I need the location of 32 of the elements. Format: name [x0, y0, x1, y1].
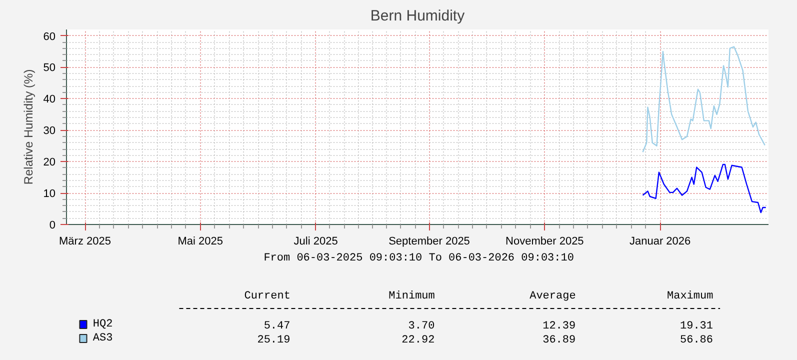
chart-title: Bern Humidity — [370, 8, 466, 24]
text: 12.39 — [542, 320, 576, 332]
x-tick-label: Januar 2026 — [629, 236, 691, 248]
x-tick-label: März 2025 — [59, 236, 112, 248]
text: Current — [244, 290, 290, 302]
text: 56.86 — [680, 334, 714, 346]
text: 5.47 — [264, 320, 290, 332]
text: 25.19 — [257, 334, 290, 346]
x-tick-label: Mai 2025 — [178, 236, 224, 248]
x-tick-label: Juli 2025 — [294, 236, 338, 248]
y-tick-label: 40 — [43, 94, 56, 106]
y-tick-label: 0 — [49, 220, 56, 232]
legend-label: HQ2 — [92, 318, 113, 330]
x-tick-label: November 2025 — [506, 236, 584, 248]
line-series — [642, 46, 766, 153]
text: Maximum — [667, 290, 714, 302]
y-tick-label: 30 — [43, 125, 56, 138]
line-series — [642, 164, 766, 214]
text: From 06-03-2025 09:03:10 To 06-03-2026 09:03:10 — [264, 252, 574, 264]
y-tick-label: 60 — [43, 30, 56, 43]
legend-label: AS3 — [92, 332, 113, 344]
text: 22.92 — [402, 334, 435, 346]
y-tick-label: 50 — [43, 62, 56, 74]
text: 36.89 — [542, 334, 576, 346]
text: Average — [530, 290, 576, 302]
text: 3.70 — [408, 320, 435, 332]
x-tick-label: September 2025 — [388, 236, 470, 248]
y-tick-label: 20 — [43, 156, 56, 169]
y-axis-title: Relative Humidity (%) — [21, 69, 36, 185]
y-tick-label: 10 — [43, 188, 56, 200]
text: Minimum — [388, 290, 436, 302]
text: 19.31 — [680, 320, 714, 332]
